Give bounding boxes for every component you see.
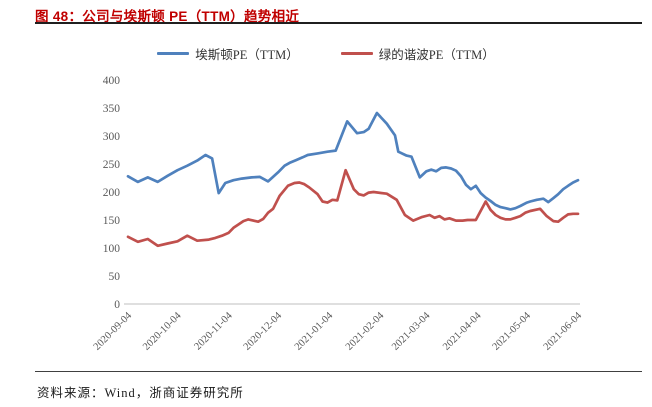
- legend-label-estun: 埃斯顿PE（TTM）: [195, 47, 299, 62]
- x-axis-tick-label: 2021-04-04: [441, 310, 484, 353]
- legend-item-estun: 埃斯顿PE（TTM）: [157, 44, 299, 63]
- y-axis-tick-label: 0: [114, 299, 120, 311]
- x-axis-tick-label: 2020-12-04: [242, 310, 285, 353]
- x-axis-tick-label: 2020-11-04: [193, 310, 236, 353]
- chart-legend: 埃斯顿PE（TTM） 绿的谐波PE（TTM）: [0, 44, 652, 62]
- x-axis-tick-label: 2021-01-04: [293, 310, 336, 353]
- leader-drive-pe-line: [126, 168, 580, 248]
- x-axis-tick-label: 2020-10-04: [141, 310, 184, 353]
- figure-title: 图 48：公司与埃斯顿 PE（TTM）趋势相近: [35, 9, 300, 24]
- x-axis-tick-label: 2021-02-04: [344, 310, 387, 353]
- y-axis-tick-label: 100: [103, 243, 121, 255]
- title-divider: [35, 22, 642, 24]
- y-axis-tick-label: 350: [103, 103, 121, 115]
- legend-label-leader-drive: 绿的谐波PE（TTM）: [378, 47, 495, 62]
- legend-item-leader-drive: 绿的谐波PE（TTM）: [340, 44, 495, 63]
- y-axis-tick-label: 50: [109, 271, 121, 283]
- y-axis-tick-label: 250: [103, 159, 121, 171]
- estun-pe-line: [126, 111, 580, 211]
- y-axis-tick-label: 150: [103, 215, 121, 227]
- x-axis-tick-label: 2020-09-04: [92, 310, 135, 353]
- y-axis-tick-label: 400: [103, 75, 121, 87]
- footer-divider: [35, 371, 642, 372]
- source-note: 资料来源：Wind，浙商证券研究所: [37, 386, 244, 400]
- estun-line-swatch: [157, 51, 190, 55]
- leader-drive-line-swatch: [340, 51, 373, 55]
- x-axis-tick-label: 2021-03-04: [390, 310, 433, 353]
- y-axis-tick-label: 200: [103, 187, 121, 199]
- y-axis-tick-label: 300: [103, 131, 121, 143]
- x-axis-tick-label: 2021-06-04: [542, 310, 585, 353]
- x-axis-tick-label: 2021-05-04: [491, 310, 534, 353]
